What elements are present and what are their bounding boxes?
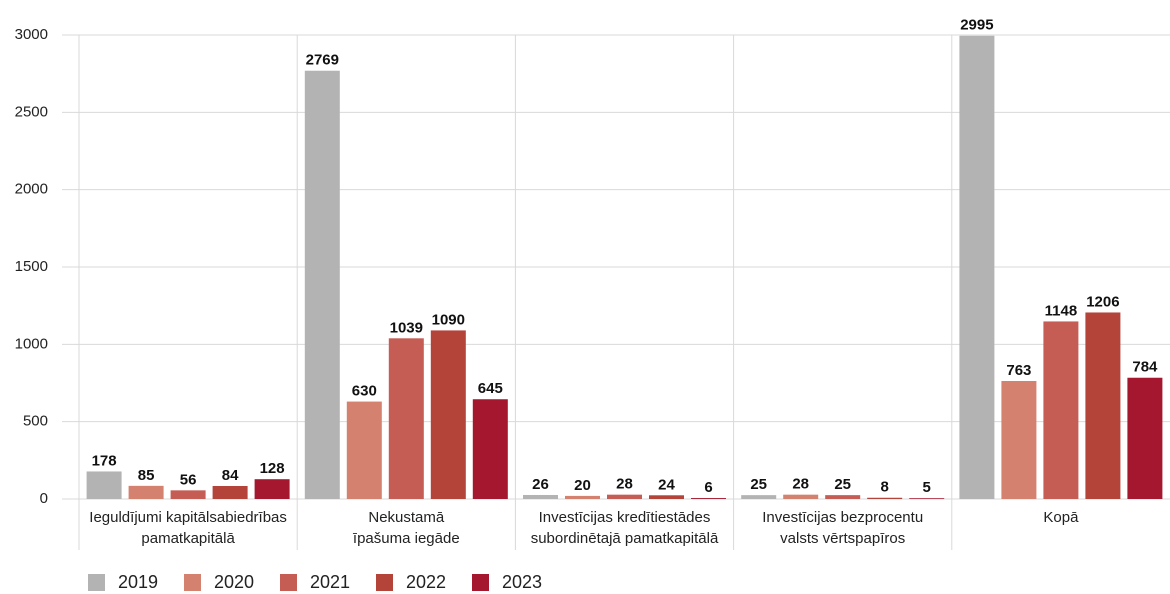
value-label: 56 [180, 471, 197, 488]
bar [1127, 377, 1163, 499]
legend-swatch [280, 574, 297, 591]
bar [212, 486, 248, 499]
value-label: 630 [352, 383, 377, 400]
value-label: 1148 [1045, 302, 1078, 319]
legend-label: 2020 [214, 572, 254, 592]
bar [825, 495, 861, 499]
x-tick-label: Kopā [1043, 509, 1079, 526]
value-label: 2769 [306, 52, 339, 69]
bar [1085, 312, 1121, 499]
value-label: 84 [222, 467, 239, 484]
value-label: 5 [923, 479, 931, 496]
value-label: 25 [834, 476, 851, 493]
y-tick-label: 500 [23, 413, 48, 430]
bar [346, 401, 382, 499]
bar [304, 70, 340, 499]
bar [128, 485, 164, 499]
bar [254, 479, 290, 499]
y-tick-label: 1000 [15, 335, 48, 352]
legend-swatch [184, 574, 201, 591]
bar [565, 495, 600, 499]
value-label: 8 [881, 479, 889, 496]
value-label: 26 [532, 476, 549, 493]
bar [86, 471, 122, 499]
x-tick-label: Ieguldījumi kapitālsabiedrības [89, 509, 287, 526]
value-label: 20 [574, 477, 591, 494]
bar [523, 494, 558, 499]
value-label: 178 [92, 452, 117, 469]
bar [909, 498, 945, 499]
y-tick-label: 2000 [15, 181, 48, 198]
x-tick-label: subordinētajā pamatkapitālā [531, 530, 719, 547]
y-tick-label: 0 [40, 490, 48, 507]
legend-swatch [472, 574, 489, 591]
x-tick-label: Investīcijas bezprocentu [762, 509, 923, 526]
legend-label: 2023 [502, 572, 542, 592]
value-label: 1039 [390, 319, 423, 336]
bar [783, 494, 819, 499]
legend-label: 2022 [406, 572, 446, 592]
bar [649, 495, 684, 499]
value-label: 1090 [432, 311, 465, 328]
y-tick-label: 3000 [15, 26, 48, 43]
bar [741, 495, 777, 499]
bar [430, 330, 466, 499]
bar [170, 490, 206, 499]
x-tick-label: īpašuma iegāde [353, 530, 460, 547]
value-label: 645 [478, 380, 503, 397]
legend-label: 2019 [118, 572, 158, 592]
value-label: 28 [792, 476, 809, 493]
value-label: 784 [1132, 359, 1158, 376]
x-tick-label: Nekustamā [368, 509, 445, 526]
value-label: 2995 [960, 17, 993, 34]
value-label: 28 [616, 476, 633, 493]
bar [1001, 380, 1037, 499]
value-label: 6 [704, 479, 712, 496]
bar [867, 497, 903, 499]
x-tick-label: Investīcijas kredītiestādes [539, 509, 711, 526]
bar [607, 494, 642, 499]
value-label: 25 [750, 476, 767, 493]
bar [1043, 321, 1079, 499]
legend-swatch [88, 574, 105, 591]
bar [472, 399, 508, 499]
bar [388, 338, 424, 499]
y-tick-label: 1500 [15, 258, 48, 275]
value-label: 763 [1006, 362, 1031, 379]
value-label: 128 [260, 460, 285, 477]
value-label: 24 [658, 476, 675, 493]
value-label: 85 [138, 467, 155, 484]
bar [691, 498, 726, 499]
legend-label: 2021 [310, 572, 350, 592]
x-tick-label: valsts vērtspapīros [780, 530, 905, 547]
bar [959, 35, 995, 499]
y-tick-label: 2500 [15, 103, 48, 120]
x-tick-label: pamatkapitālā [141, 530, 235, 547]
legend-swatch [376, 574, 393, 591]
value-label: 1206 [1086, 293, 1119, 310]
